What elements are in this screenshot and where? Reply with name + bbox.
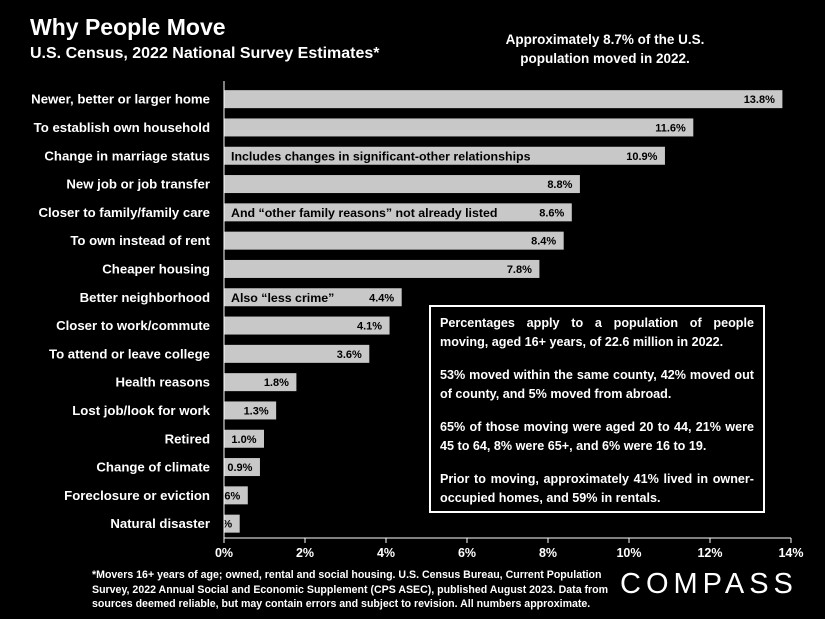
bar: [223, 230, 565, 251]
bar: [223, 89, 784, 110]
value-label: 3.6%: [337, 349, 362, 361]
value-label: 7.8%: [507, 264, 532, 276]
info-paragraph-population: Percentages apply to a population of peo…: [440, 316, 754, 349]
value-label: 4.1%: [357, 321, 382, 333]
category-label: Better neighborhood: [80, 290, 210, 305]
value-label: 8.6%: [539, 207, 564, 219]
x-tick-label: 0%: [215, 546, 233, 560]
value-label: 1.0%: [231, 434, 256, 446]
value-label: 13.8%: [744, 94, 775, 106]
x-tick-label: 4%: [377, 546, 395, 560]
compass-logo: COMPASS: [620, 568, 798, 600]
x-tick-label: 8%: [539, 546, 557, 560]
category-label: Retired: [165, 431, 210, 446]
category-label: Newer, better or larger home: [31, 92, 210, 107]
category-label: Lost job/look for work: [72, 403, 210, 418]
info-paragraph-tenure: Prior to moving, approximately 41% lived…: [440, 472, 754, 505]
bar-annotation: Also “less crime”: [231, 291, 334, 305]
value-label: 8.8%: [547, 179, 572, 191]
chart-title: Why People Move: [30, 14, 226, 40]
x-tick-label: 10%: [616, 546, 641, 560]
x-tick-label: 6%: [458, 546, 476, 560]
category-label: Closer to work/commute: [56, 318, 210, 333]
info-paragraph-location: 53% moved within the same county, 42% mo…: [440, 368, 754, 401]
category-label: To attend or leave college: [49, 346, 210, 361]
chart-subtitle: U.S. Census, 2022 National Survey Estima…: [30, 45, 380, 62]
value-label: 0.6%: [215, 490, 240, 502]
info-box: Percentages apply to a population of peo…: [429, 305, 765, 513]
bar-annotation: Includes changes in significant-other re…: [231, 149, 531, 163]
category-label: To own instead of rent: [70, 233, 210, 248]
category-label: Natural disaster: [110, 516, 210, 531]
info-paragraph-age: 65% of those moving were aged 20 to 44, …: [440, 420, 754, 453]
bar: [223, 258, 541, 279]
value-label: 1.8%: [264, 377, 289, 389]
x-tick-label: 14%: [778, 546, 803, 560]
value-label: 0.9%: [227, 462, 252, 474]
x-tick-label: 2%: [296, 546, 314, 560]
category-label: Health reasons: [115, 375, 210, 390]
bar: [223, 117, 695, 138]
value-label: .4%: [213, 519, 232, 531]
category-label: Change of climate: [96, 460, 210, 475]
value-label: 10.9%: [626, 151, 657, 163]
category-label: Change in marriage status: [44, 148, 210, 163]
population-moved-note: Approximately 8.7% of the U.S. populatio…: [505, 32, 705, 66]
category-label: Cheaper housing: [102, 261, 210, 276]
value-label: 8.4%: [531, 236, 556, 248]
value-label: 1.3%: [244, 405, 269, 417]
source-footnote: *Movers 16+ years of age; owned, rental …: [92, 569, 609, 610]
category-label: Closer to family/family care: [38, 205, 210, 220]
category-label: To establish own household: [34, 120, 210, 135]
category-label: New job or job transfer: [66, 177, 210, 192]
value-label: 4.4%: [369, 292, 394, 304]
value-label: 11.6%: [655, 122, 686, 134]
category-label: Foreclosure or eviction: [64, 488, 210, 503]
bar: [223, 174, 581, 195]
bar-annotation: And “other family reasons” not already l…: [231, 206, 497, 220]
x-tick-label: 12%: [697, 546, 722, 560]
